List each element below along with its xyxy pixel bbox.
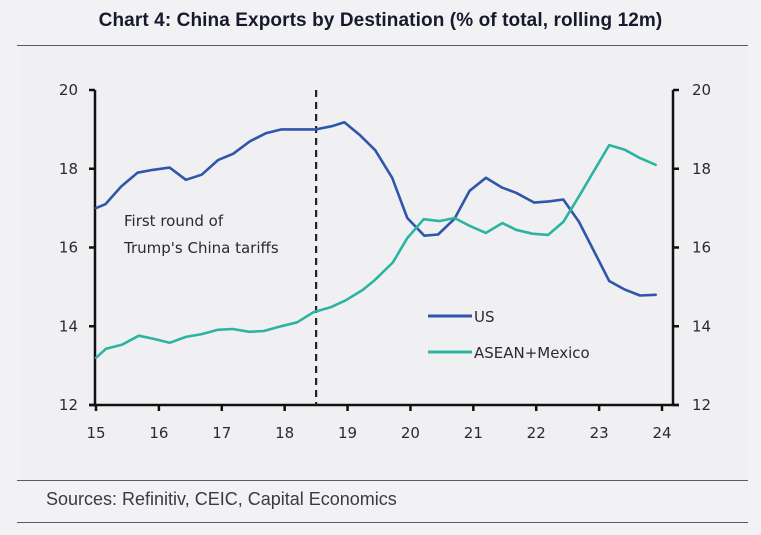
axes: 12 14 16 18 20 12 14 16 18 20 15 16 17 18 19 20 21 22 23 24	[59, 81, 711, 442]
series-group	[94, 121, 658, 360]
y-tick-label-right: 18	[692, 160, 711, 178]
x-tick-label: 18	[275, 424, 294, 442]
x-tick-label: 20	[401, 424, 420, 442]
chart-title: Chart 4: China Exports by Destination (%…	[98, 10, 663, 31]
x-tick-label: 19	[338, 424, 357, 442]
y-tick-label-right: 12	[692, 396, 711, 414]
chart-panel	[20, 46, 746, 480]
x-tick-label: 15	[86, 424, 105, 442]
y-tick-label-left: 12	[59, 396, 78, 414]
y-tick-label-left: 14	[59, 317, 78, 335]
source-note: Sources: Refinitiv, CEIC, Capital Econom…	[46, 489, 397, 509]
y-tick-label-right: 16	[692, 239, 711, 257]
legend-label-asean-mexico: ASEAN+Mexico	[474, 344, 590, 362]
footer-divider	[17, 480, 748, 481]
y-tick-label-left: 20	[59, 81, 78, 99]
y-tick-label-left: 18	[59, 160, 78, 178]
annotation-line-2: Trump's China tariffs	[123, 239, 279, 257]
x-tick-label: 23	[590, 424, 609, 442]
y-tick-label-right: 20	[692, 81, 711, 99]
series-line-asean-mexico	[94, 143, 658, 360]
x-tick-label: 17	[212, 424, 231, 442]
y-tick-label-left: 16	[59, 239, 78, 257]
x-tick-label: 21	[464, 424, 483, 442]
title-divider	[17, 45, 748, 46]
x-tick-label: 16	[149, 424, 168, 442]
bottom-divider	[17, 522, 748, 523]
y-tick-label-right: 14	[692, 317, 711, 335]
annotation-line-1: First round of	[124, 212, 224, 230]
x-tick-label: 24	[652, 424, 671, 442]
annotation-group: First round of Trump's China tariffs	[123, 212, 279, 257]
series-line-us	[94, 121, 658, 297]
x-tick-label: 22	[527, 424, 546, 442]
legend: US ASEAN+Mexico	[428, 308, 590, 362]
legend-label-us: US	[474, 308, 495, 326]
